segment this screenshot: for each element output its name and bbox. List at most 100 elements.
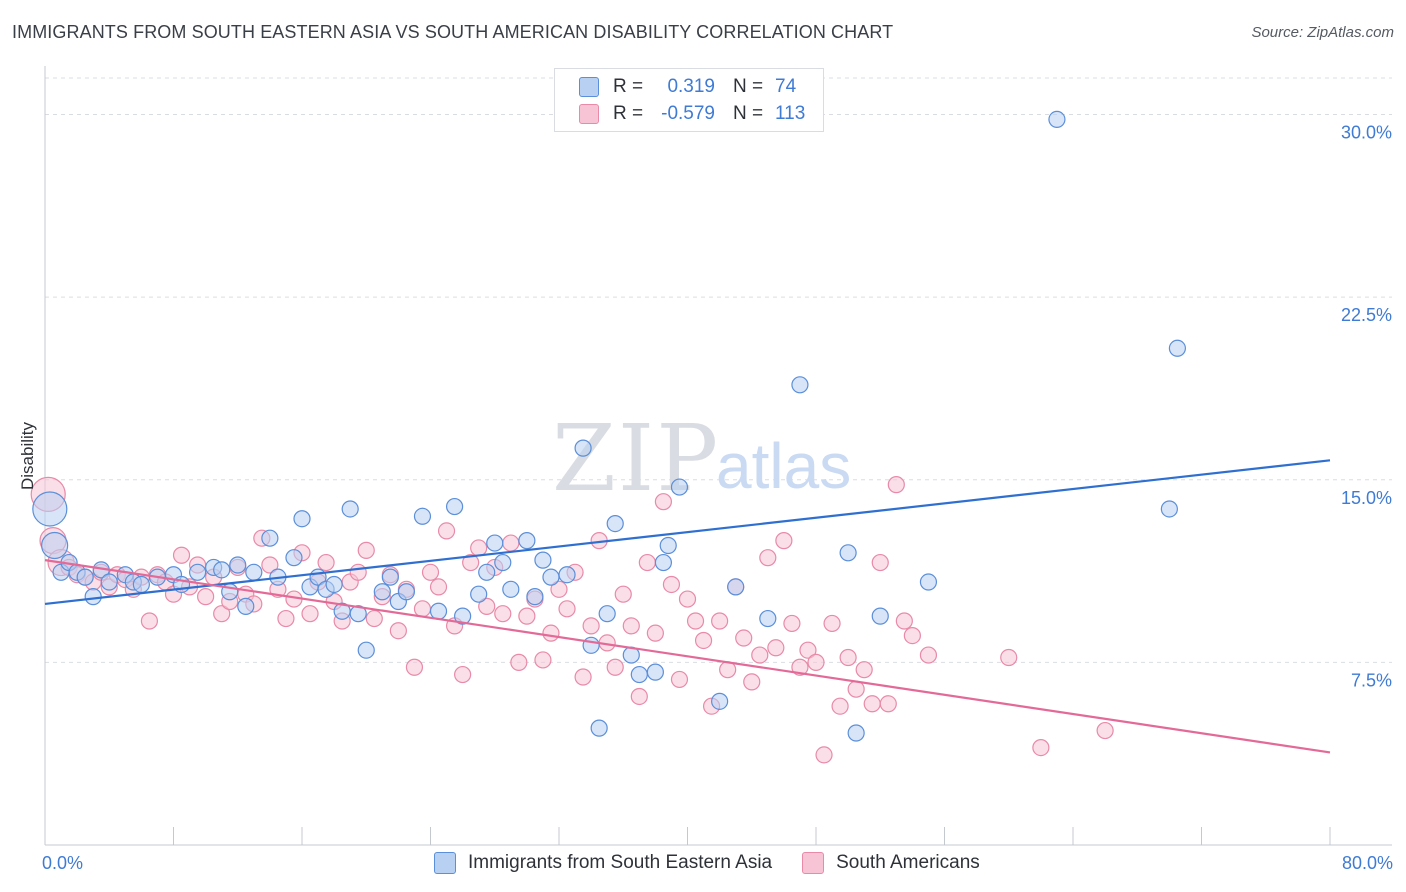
point-south-eastern-asia bbox=[470, 585, 488, 603]
point-south-americans bbox=[261, 556, 279, 574]
point-south-eastern-asia bbox=[526, 588, 544, 606]
point-south-americans bbox=[301, 605, 319, 623]
point-south-americans bbox=[871, 553, 889, 572]
point-south-americans bbox=[783, 614, 801, 633]
point-south-americans bbox=[686, 612, 705, 630]
point-south-americans bbox=[807, 653, 825, 671]
point-south-eastern-asia bbox=[84, 588, 102, 606]
point-south-americans bbox=[518, 607, 536, 625]
point-south-americans bbox=[638, 553, 656, 572]
point-south-eastern-asia bbox=[711, 692, 729, 710]
point-south-americans bbox=[614, 585, 632, 603]
point-south-eastern-asia bbox=[759, 609, 777, 628]
axes: 7.5% 15.0% 22.5% 30.0% 0.0% 80.0% bbox=[42, 66, 1393, 873]
point-south-americans bbox=[863, 695, 881, 713]
chart-title: IMMIGRANTS FROM SOUTH EASTERN ASIA VS SO… bbox=[12, 22, 894, 42]
point-south-eastern-asia bbox=[349, 605, 367, 623]
point-south-americans bbox=[767, 639, 785, 657]
point-south-eastern-asia bbox=[41, 531, 69, 560]
legend-swatch-blue bbox=[434, 852, 456, 874]
point-south-americans bbox=[413, 600, 432, 618]
point-south-eastern-asia bbox=[1168, 339, 1187, 357]
point-south-eastern-asia bbox=[413, 507, 432, 525]
point-south-eastern-asia bbox=[534, 551, 552, 569]
point-south-americans bbox=[662, 575, 681, 594]
point-south-eastern-asia bbox=[847, 724, 865, 742]
point-south-americans bbox=[558, 600, 576, 618]
point-south-americans bbox=[919, 646, 938, 664]
point-south-eastern-asia bbox=[542, 568, 560, 586]
point-south-americans bbox=[1000, 648, 1018, 667]
point-south-americans bbox=[542, 624, 560, 642]
legend-swatch-blue bbox=[579, 77, 599, 97]
point-south-americans bbox=[550, 580, 568, 598]
point-south-americans bbox=[606, 658, 624, 676]
watermark: ZIP atlas bbox=[552, 405, 851, 512]
y-axis-label: Disability bbox=[18, 421, 37, 490]
point-south-americans bbox=[462, 553, 480, 572]
point-south-eastern-asia bbox=[558, 566, 576, 584]
point-south-americans bbox=[197, 588, 215, 606]
trend-lines bbox=[44, 459, 1331, 754]
point-south-americans bbox=[694, 631, 713, 650]
axis-labels: Disability bbox=[18, 421, 37, 490]
point-south-americans bbox=[582, 617, 600, 635]
point-south-americans bbox=[622, 617, 640, 635]
source-credit: Source: ZipAtlas.com bbox=[1251, 24, 1394, 41]
y-tick-label: 15.0% bbox=[1341, 488, 1392, 508]
point-south-americans bbox=[317, 553, 335, 572]
point-south-eastern-asia bbox=[598, 605, 616, 623]
point-south-americans bbox=[349, 563, 367, 581]
legend-row-pink: R = -0.579 N = 113 bbox=[579, 102, 805, 126]
point-south-eastern-asia bbox=[32, 491, 68, 527]
point-south-eastern-asia bbox=[188, 563, 207, 581]
point-south-americans bbox=[711, 612, 729, 630]
point-south-americans bbox=[855, 661, 873, 679]
legend-label-south-americans: South Americans bbox=[836, 852, 980, 873]
point-south-eastern-asia bbox=[659, 536, 677, 555]
point-south-eastern-asia bbox=[445, 497, 464, 516]
point-south-eastern-asia bbox=[293, 510, 311, 528]
point-south-eastern-asia bbox=[229, 556, 247, 574]
point-south-americans bbox=[823, 614, 841, 633]
legend-n-label: N = bbox=[733, 103, 764, 124]
legend-n-value: 74 bbox=[775, 76, 797, 97]
trend-line-south-eastern-asia bbox=[44, 459, 1331, 606]
legend-n-value: 113 bbox=[775, 103, 806, 124]
legend-r-label: R = bbox=[613, 103, 644, 124]
x-tick-label: 0.0% bbox=[42, 853, 83, 873]
point-south-americans bbox=[775, 532, 793, 550]
point-south-americans bbox=[140, 612, 159, 630]
point-south-americans bbox=[799, 641, 817, 659]
point-south-americans bbox=[743, 673, 761, 691]
point-south-americans bbox=[735, 629, 753, 647]
point-south-americans bbox=[502, 534, 520, 552]
point-south-americans bbox=[847, 680, 865, 698]
point-south-eastern-asia bbox=[574, 439, 592, 457]
point-south-americans bbox=[470, 539, 488, 557]
point-south-eastern-asia bbox=[871, 607, 889, 625]
legend-label-south-eastern-asia: Immigrants from South Eastern Asia bbox=[468, 852, 773, 873]
point-south-eastern-asia bbox=[582, 636, 600, 654]
point-south-americans bbox=[831, 697, 849, 715]
point-south-americans bbox=[630, 687, 648, 706]
point-south-eastern-asia bbox=[518, 532, 536, 550]
point-south-americans bbox=[421, 563, 440, 581]
point-south-eastern-asia bbox=[919, 573, 938, 591]
point-south-eastern-asia bbox=[341, 500, 359, 518]
point-south-eastern-asia bbox=[670, 478, 689, 496]
point-south-eastern-asia bbox=[429, 602, 448, 620]
point-south-eastern-asia bbox=[245, 563, 263, 581]
point-south-americans bbox=[791, 658, 809, 676]
point-south-eastern-asia bbox=[727, 578, 745, 596]
point-south-americans bbox=[670, 670, 689, 689]
point-south-americans bbox=[365, 609, 383, 628]
point-south-americans bbox=[478, 597, 496, 615]
point-south-americans bbox=[437, 522, 456, 540]
point-south-americans bbox=[534, 651, 552, 669]
point-south-americans bbox=[879, 695, 897, 713]
point-south-americans bbox=[646, 624, 664, 642]
point-south-eastern-asia bbox=[373, 583, 391, 601]
point-south-eastern-asia bbox=[1160, 500, 1178, 518]
